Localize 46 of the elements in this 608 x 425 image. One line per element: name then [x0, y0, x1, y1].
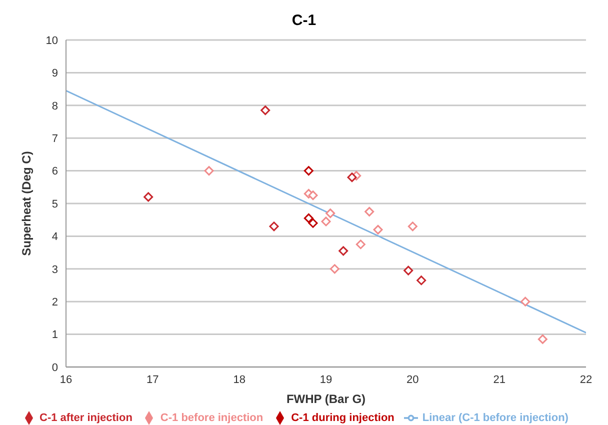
y-axis-title: Superheat (Deg C): [19, 151, 34, 256]
point: [260, 106, 270, 116]
x-tick-label: 17: [146, 374, 159, 386]
y-tick-label: 7: [52, 133, 58, 146]
point: [330, 264, 340, 274]
y-tick-label: 8: [52, 100, 58, 112]
point: [347, 172, 357, 182]
point: [308, 190, 318, 200]
y-tick-label: 6: [52, 166, 58, 178]
y-tick-label: 0: [52, 362, 58, 374]
y-tick-label: 1: [52, 329, 58, 342]
x-tick-label: 22: [580, 374, 592, 386]
x-tick-label: 19: [320, 374, 332, 386]
x-tick-label: 21: [493, 374, 506, 386]
point: [373, 224, 383, 234]
point: [326, 208, 336, 218]
legend-label: Linear (C-1 before injection): [422, 412, 568, 424]
point: [364, 206, 374, 216]
y-tick-label: 9: [52, 68, 58, 80]
point: [304, 166, 314, 176]
x-tick-label: 18: [233, 374, 246, 386]
point: [404, 266, 414, 276]
point: [416, 276, 426, 286]
point: [304, 213, 314, 223]
y-tick-label: 2: [52, 296, 58, 309]
y-tick-label: 4: [52, 231, 58, 244]
chart-title: C-1: [290, 11, 318, 31]
x-tick-label: 20: [406, 374, 419, 386]
x-tick-label: 16: [60, 374, 72, 386]
point: [321, 216, 331, 226]
legend-label: C-1 after injection: [40, 412, 132, 424]
x-axis-title: FWHP (Bar G): [286, 392, 366, 406]
legend-label: C-1 before injection: [160, 412, 264, 424]
y-tick-label: 10: [46, 34, 58, 47]
point: [408, 222, 418, 232]
point: [204, 166, 214, 176]
point: [144, 192, 154, 202]
point: [338, 246, 348, 256]
point: [538, 334, 548, 344]
point: [356, 240, 366, 250]
legend-label: C-1 during injection: [291, 412, 394, 424]
point: [308, 218, 318, 228]
y-tick-label: 5: [52, 198, 58, 210]
y-tick-label: 3: [52, 264, 58, 276]
point: [520, 296, 530, 306]
point: [269, 222, 279, 232]
